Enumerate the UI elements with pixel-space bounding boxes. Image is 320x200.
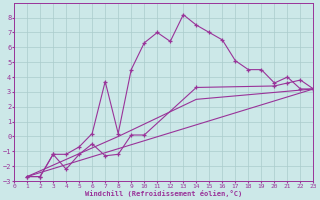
X-axis label: Windchill (Refroidissement éolien,°C): Windchill (Refroidissement éolien,°C) [85,190,242,197]
